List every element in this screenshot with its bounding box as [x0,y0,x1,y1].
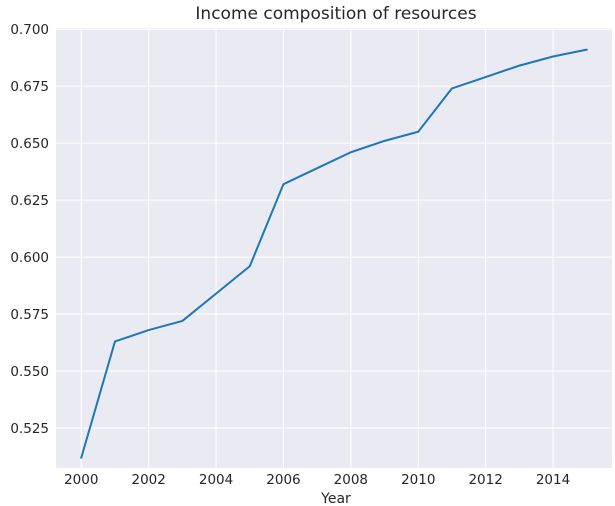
x-tick-label: 2002 [131,472,165,488]
x-tick-label: 2006 [266,472,300,488]
x-tick-label: 2012 [468,472,502,488]
y-tick-label: 0.700 [10,22,49,38]
grid-lines [56,28,612,468]
y-axis-ticks: 0.525 0.550 0.575 0.600 0.625 0.650 0.675 0.700 [10,22,49,437]
x-tick-label: 2008 [334,472,368,488]
plot-area [56,28,612,468]
x-tick-label: 2014 [536,472,570,488]
y-tick-label: 0.525 [10,421,49,437]
y-tick-label: 0.575 [10,307,49,323]
y-tick-label: 0.675 [10,79,49,95]
x-tick-label: 2000 [64,472,98,488]
series-layer [80,48,588,459]
y-tick-label: 0.650 [10,136,49,152]
x-axis-title: Year [320,491,351,506]
x-tick-label: 2010 [401,472,435,488]
y-tick-label: 0.625 [10,193,49,209]
chart-title: Income composition of resources [195,4,476,24]
x-tick-label: 2004 [199,472,233,488]
y-tick-label: 0.600 [10,250,49,266]
y-tick-label: 0.550 [10,364,49,380]
series-line [80,48,588,459]
x-axis-ticks: 2000 2002 2004 2006 2008 2010 2012 2014 [64,472,570,488]
